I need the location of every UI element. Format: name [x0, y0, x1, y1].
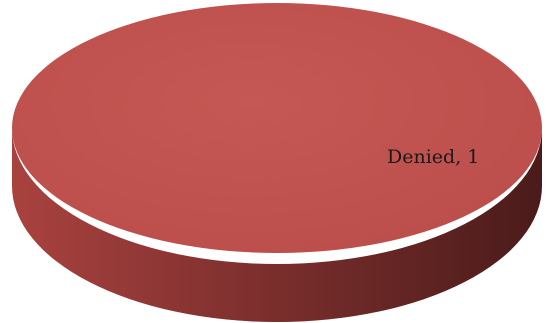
- pie-slice-denied: [12, 3, 542, 253]
- pie-slice-side-denied: [12, 128, 542, 322]
- data-label-denied: Denied, 1: [387, 146, 479, 168]
